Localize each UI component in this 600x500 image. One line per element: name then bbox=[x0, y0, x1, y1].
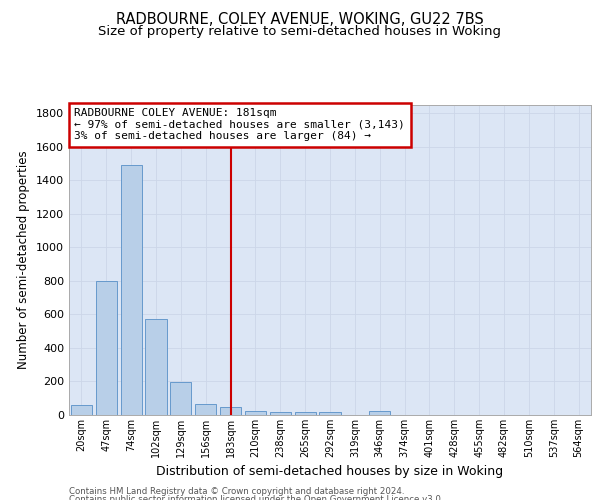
Bar bbox=[71, 405, 92, 415]
Bar bbox=[369, 411, 390, 415]
Text: Contains public sector information licensed under the Open Government Licence v3: Contains public sector information licen… bbox=[69, 495, 443, 500]
Bar bbox=[145, 318, 167, 415]
Bar bbox=[170, 382, 191, 415]
Bar bbox=[220, 408, 241, 415]
Bar bbox=[245, 411, 266, 415]
X-axis label: Distribution of semi-detached houses by size in Woking: Distribution of semi-detached houses by … bbox=[157, 466, 503, 478]
Bar bbox=[319, 412, 341, 415]
Y-axis label: Number of semi-detached properties: Number of semi-detached properties bbox=[17, 150, 31, 370]
Bar bbox=[96, 281, 117, 415]
Text: RADBOURNE COLEY AVENUE: 181sqm
← 97% of semi-detached houses are smaller (3,143): RADBOURNE COLEY AVENUE: 181sqm ← 97% of … bbox=[74, 108, 405, 142]
Text: Size of property relative to semi-detached houses in Woking: Size of property relative to semi-detach… bbox=[98, 25, 502, 38]
Bar bbox=[295, 412, 316, 415]
Bar bbox=[270, 412, 291, 415]
Text: Contains HM Land Registry data © Crown copyright and database right 2024.: Contains HM Land Registry data © Crown c… bbox=[69, 488, 404, 496]
Bar bbox=[195, 404, 216, 415]
Bar bbox=[121, 166, 142, 415]
Text: RADBOURNE, COLEY AVENUE, WOKING, GU22 7BS: RADBOURNE, COLEY AVENUE, WOKING, GU22 7B… bbox=[116, 12, 484, 28]
